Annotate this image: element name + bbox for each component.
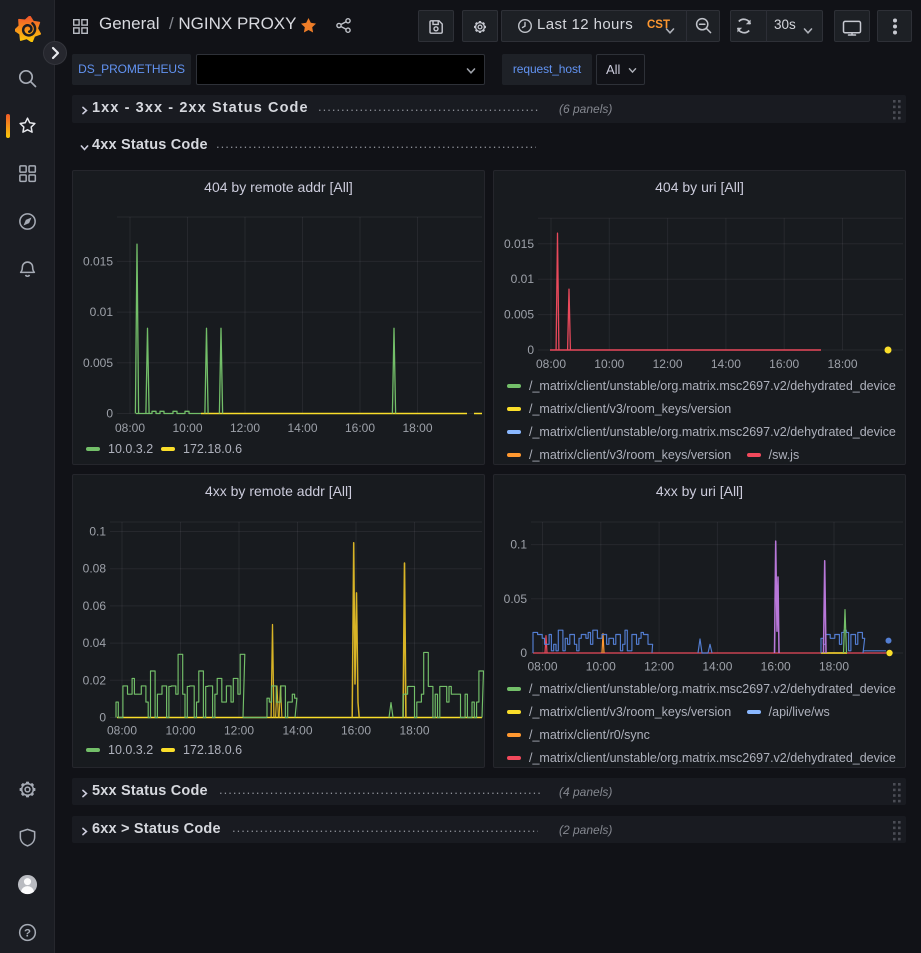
svg-text:18:00: 18:00 [399, 724, 429, 738]
svg-text:12:00: 12:00 [653, 357, 683, 371]
svg-text:0.01: 0.01 [511, 272, 535, 286]
svg-text:16:00: 16:00 [341, 724, 371, 738]
svg-text:0.08: 0.08 [83, 562, 107, 576]
svg-text:18:00: 18:00 [819, 660, 849, 674]
svg-text:0.1: 0.1 [89, 525, 106, 539]
svg-text:0: 0 [106, 407, 113, 421]
svg-text:10:00: 10:00 [586, 660, 616, 674]
svg-text:16:00: 16:00 [769, 357, 799, 371]
svg-text:18:00: 18:00 [402, 421, 432, 435]
svg-text:10:00: 10:00 [165, 724, 195, 738]
svg-text:18:00: 18:00 [827, 357, 857, 371]
svg-text:0.05: 0.05 [504, 592, 528, 606]
svg-text:12:00: 12:00 [230, 421, 260, 435]
svg-text:?: ? [24, 928, 31, 940]
svg-text:10:00: 10:00 [594, 357, 624, 371]
svg-text:0.1: 0.1 [510, 538, 527, 552]
svg-text:0.005: 0.005 [504, 308, 534, 322]
svg-text:08:00: 08:00 [107, 724, 137, 738]
svg-text:16:00: 16:00 [761, 660, 791, 674]
svg-text:08:00: 08:00 [536, 357, 566, 371]
svg-text:0.04: 0.04 [83, 636, 107, 650]
svg-text:16:00: 16:00 [345, 421, 375, 435]
svg-text:12:00: 12:00 [644, 660, 674, 674]
svg-text:14:00: 14:00 [711, 357, 741, 371]
svg-text:14:00: 14:00 [287, 421, 317, 435]
svg-text:08:00: 08:00 [115, 421, 145, 435]
svg-text:14:00: 14:00 [282, 724, 312, 738]
svg-text:0.015: 0.015 [504, 237, 534, 251]
svg-text:0.005: 0.005 [83, 356, 113, 370]
svg-text:0.01: 0.01 [90, 305, 114, 319]
svg-text:0: 0 [520, 646, 527, 660]
svg-text:0: 0 [99, 711, 106, 725]
svg-text:0: 0 [527, 343, 534, 357]
svg-text:10:00: 10:00 [172, 421, 202, 435]
svg-text:08:00: 08:00 [527, 660, 557, 674]
svg-text:14:00: 14:00 [702, 660, 732, 674]
svg-text:0.015: 0.015 [83, 254, 113, 268]
svg-text:12:00: 12:00 [224, 724, 254, 738]
svg-text:0.06: 0.06 [83, 599, 107, 613]
svg-text:0.02: 0.02 [83, 673, 107, 687]
